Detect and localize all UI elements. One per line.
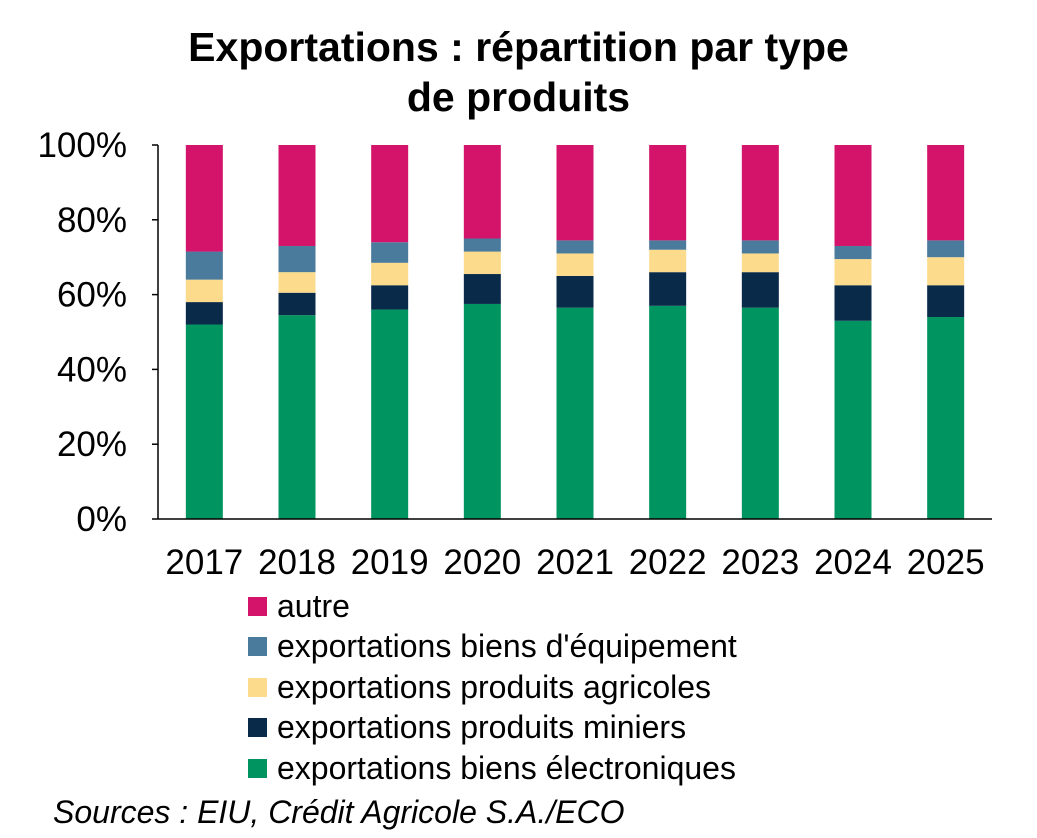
stacked-bar-chart: 2017 2018 2019 2020 2021 2022 2023 2024 2025 0% 20… [37, 126, 992, 582]
bar-autre-2025 [927, 145, 965, 241]
y-tick-label: 0% [76, 500, 127, 539]
x-tick-label: 2019 [351, 543, 429, 582]
bar-exportations-biens-electroniques-2017 [185, 324, 223, 519]
bar-exportations-biens-electroniques-2023 [741, 307, 779, 519]
bar-exportations-produits-agricoles-2019 [371, 262, 409, 286]
bar-exportations-biens-d-equipement-2021 [556, 240, 594, 254]
legend-item-exportations-biens-electroniques: exportations biens électroniques [248, 748, 737, 789]
chart-title: Exportations : répartition par type de p… [0, 22, 1037, 122]
bar-exportations-biens-electroniques-2020 [463, 303, 501, 519]
bar-exportations-biens-electroniques-2025 [927, 317, 965, 519]
legend-swatch [248, 718, 267, 738]
x-tick-label: 2023 [721, 543, 799, 582]
bar-exportations-produits-agricoles-2017 [185, 279, 223, 303]
legend-swatch [248, 677, 267, 697]
x-tick-label: 2017 [165, 543, 243, 582]
bar-exportations-biens-d-equipement-2019 [371, 242, 409, 263]
chart-legend: autre exportations biens d'équipement expo… [248, 586, 737, 789]
legend-swatch [248, 758, 267, 778]
bar-autre-2022 [649, 145, 687, 241]
legend-label: exportations biens d'équipement [277, 628, 737, 665]
chart-title-line-1: Exportations : répartition par type [188, 24, 849, 70]
axes-group: 2017 2018 2019 2020 2021 2022 2023 2024 2025 0% 20… [37, 126, 992, 582]
source-note: Sources : EIU, Crédit Agricole S.A./ECO [53, 794, 625, 830]
legend-label: exportations produits agricoles [277, 668, 712, 705]
bar-exportations-biens-d-equipement-2024 [834, 245, 872, 260]
bars-group [185, 145, 965, 519]
bar-exportations-produits-agricoles-2021 [556, 253, 594, 276]
bar-exportations-biens-d-equipement-2020 [463, 238, 501, 252]
x-tick-label: 2025 [907, 543, 985, 582]
bar-exportations-produits-agricoles-2018 [278, 272, 316, 293]
bar-exportations-biens-electroniques-2018 [278, 315, 316, 519]
bar-exportations-produits-miniers-2020 [463, 274, 501, 304]
bar-autre-2018 [278, 145, 316, 246]
bar-exportations-produits-agricoles-2023 [741, 253, 779, 273]
bar-exportations-produits-miniers-2023 [741, 272, 779, 308]
legend-item-exportations-produits-agricoles: exportations produits agricoles [248, 667, 737, 708]
bar-exportations-produits-miniers-2019 [371, 285, 409, 310]
legend-swatch [248, 596, 267, 616]
bar-exportations-produits-agricoles-2025 [927, 257, 965, 286]
bar-exportations-biens-d-equipement-2018 [278, 245, 316, 273]
bar-exportations-biens-d-equipement-2025 [927, 240, 965, 258]
legend-item-autre: autre [248, 586, 737, 627]
bar-exportations-biens-electroniques-2022 [649, 305, 687, 519]
y-tick-label: 100% [37, 126, 127, 165]
bar-autre-2021 [556, 145, 594, 241]
bar-exportations-produits-agricoles-2020 [463, 251, 501, 275]
x-tick-label: 2022 [629, 543, 707, 582]
y-tick-label: 80% [57, 201, 127, 240]
x-tick-label: 2021 [536, 543, 614, 582]
bar-exportations-produits-miniers-2021 [556, 275, 594, 308]
legend-swatch [248, 637, 267, 657]
x-tick-label: 2024 [814, 543, 892, 582]
bar-autre-2024 [834, 145, 872, 246]
bar-autre-2020 [463, 145, 501, 239]
x-tick-label: 2020 [443, 543, 521, 582]
bar-exportations-produits-agricoles-2024 [834, 259, 872, 286]
bar-exportations-biens-d-equipement-2017 [185, 251, 223, 280]
y-tick-label: 60% [57, 276, 127, 315]
bar-exportations-produits-miniers-2017 [185, 302, 223, 325]
bar-exportations-produits-agricoles-2022 [649, 249, 687, 273]
chart-title-line-2: de produits [406, 74, 631, 120]
y-tick-label: 40% [57, 350, 127, 389]
legend-label: exportations biens électroniques [277, 749, 736, 786]
legend-item-exportations-biens-d-equipement: exportations biens d'équipement [248, 627, 737, 668]
bar-autre-2017 [185, 145, 223, 252]
bar-autre-2023 [741, 145, 779, 241]
bar-autre-2019 [371, 145, 409, 243]
bar-exportations-biens-d-equipement-2022 [649, 240, 687, 250]
x-tick-label: 2018 [258, 543, 336, 582]
bar-exportations-biens-d-equipement-2023 [741, 240, 779, 254]
bar-exportations-biens-electroniques-2024 [834, 320, 872, 519]
y-tick-label: 20% [57, 425, 127, 464]
bar-exportations-biens-electroniques-2019 [371, 309, 409, 519]
bar-exportations-produits-miniers-2024 [834, 285, 872, 321]
bar-exportations-produits-miniers-2022 [649, 272, 687, 306]
bar-exportations-produits-miniers-2018 [278, 292, 316, 316]
bar-exportations-biens-electroniques-2021 [556, 307, 594, 519]
legend-item-exportations-produits-miniers: exportations produits miniers [248, 708, 737, 749]
bar-exportations-produits-miniers-2025 [927, 285, 965, 318]
legend-label: autre [277, 587, 350, 624]
legend-label: exportations produits miniers [277, 709, 687, 746]
